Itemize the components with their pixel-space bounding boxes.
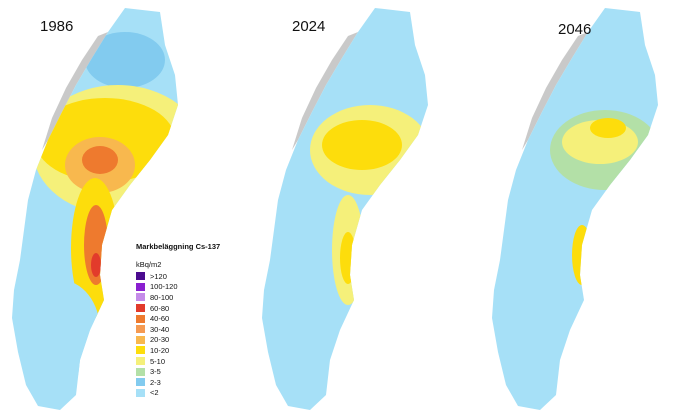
legend-item: 3-5	[136, 366, 220, 377]
legend-swatch	[136, 335, 145, 344]
legend-swatch	[136, 314, 145, 323]
legend-swatch	[136, 325, 145, 334]
legend-swatch	[136, 304, 145, 313]
legend-label: 80-100	[150, 292, 174, 302]
legend-label: <2	[150, 388, 159, 398]
sweden-outline-2046	[492, 8, 658, 410]
legend-item: >120	[136, 271, 220, 282]
legend: Markbeläggning Cs-137 kBq/m2 >120 100-120…	[136, 242, 220, 398]
legend-item: <2	[136, 388, 220, 399]
legend-item: 10-20	[136, 345, 220, 356]
legend-item: 100-120	[136, 282, 220, 293]
legend-item: 5-10	[136, 356, 220, 367]
map-panel-2046	[492, 8, 658, 410]
legend-swatch	[136, 272, 145, 281]
legend-item: 40-60	[136, 313, 220, 324]
year-label-2046: 2046	[558, 21, 591, 38]
legend-item: 20-30	[136, 335, 220, 346]
legend-label: 2-3	[150, 377, 161, 387]
legend-swatch	[136, 282, 145, 291]
legend-label: 3-5	[150, 367, 161, 377]
legend-item: 30-40	[136, 324, 220, 335]
legend-title: Markbeläggning Cs-137	[136, 242, 221, 251]
legend-item: 2-3	[136, 377, 220, 388]
year-label-1986: 1986	[40, 18, 73, 35]
legend-swatch	[136, 388, 145, 397]
legend-swatch	[136, 378, 145, 387]
legend-item: 60-80	[136, 303, 220, 314]
legend-swatch	[136, 346, 145, 355]
legend-swatch	[136, 367, 145, 376]
legend-swatch	[136, 293, 145, 302]
legend-rows: >120 100-120 80-100 60-80 40-60 30-40 20-30 10-…	[136, 271, 220, 398]
legend-label: >120	[150, 271, 167, 281]
year-label-2024: 2024	[292, 18, 325, 35]
legend-label: 5-10	[150, 356, 166, 366]
legend-unit: kBq/m2	[136, 260, 162, 269]
legend-label: 60-80	[150, 303, 170, 313]
legend-label: 100-120	[150, 282, 178, 292]
legend-item: 80-100	[136, 292, 220, 303]
legend-label: 20-30	[150, 335, 170, 345]
legend-label: 10-20	[150, 345, 170, 355]
legend-label: 40-60	[150, 314, 170, 324]
legend-label: 30-40	[150, 324, 170, 334]
legend-swatch	[136, 357, 145, 366]
